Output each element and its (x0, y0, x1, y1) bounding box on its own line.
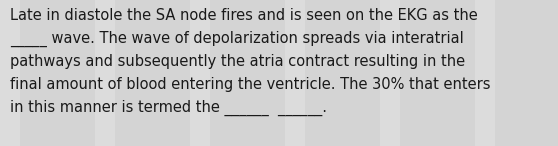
Bar (190, 0, 210, 146)
Text: in this manner is termed the ______  ______.: in this manner is termed the ______ ____… (10, 100, 327, 116)
Text: pathways and subsequently the atria contract resulting in the: pathways and subsequently the atria cont… (10, 54, 465, 69)
Bar (285, 0, 305, 146)
Bar (475, 0, 495, 146)
Text: final amount of blood entering the ventricle. The 30% that enters: final amount of blood entering the ventr… (10, 77, 490, 92)
Bar (0, 0, 20, 146)
Text: Late in diastole the SA node fires and is seen on the EKG as the: Late in diastole the SA node fires and i… (10, 8, 478, 23)
Bar (380, 0, 400, 146)
Bar (95, 0, 115, 146)
Text: _____ wave. The wave of depolarization spreads via interatrial: _____ wave. The wave of depolarization s… (10, 31, 464, 47)
